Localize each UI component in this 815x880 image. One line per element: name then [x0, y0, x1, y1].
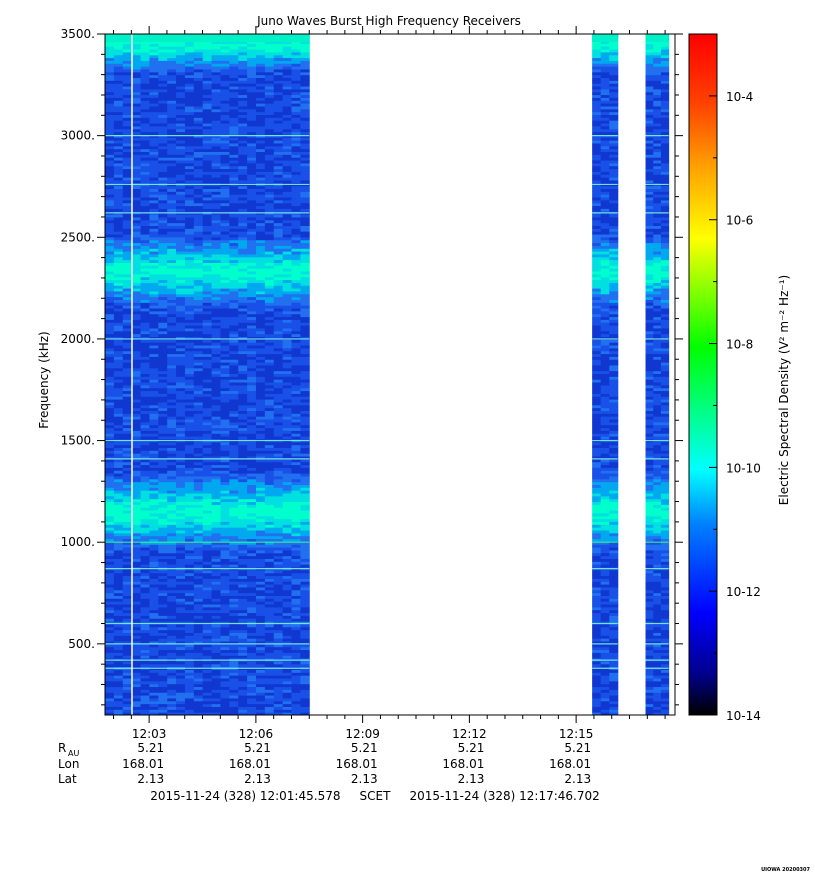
y-tick-label: 3000.	[61, 129, 95, 143]
data-segment	[592, 34, 619, 716]
plot-frame	[104, 33, 676, 716]
colorbar-tick-label: 10-12	[726, 585, 761, 599]
ephemeris-row-label: Lon	[58, 757, 79, 771]
footer-stamp: UIOWA 20200307	[761, 867, 810, 873]
ephemeris-value: 2.13	[458, 772, 485, 786]
colorbar-tick-label: 10-8	[726, 338, 753, 352]
colorbar-gradient	[688, 33, 718, 716]
top-band	[105, 34, 310, 42]
x-tick-label: 12:15	[559, 727, 594, 741]
ephemeris-value: 2.13	[564, 772, 591, 786]
time-range: 2015-11-24 (328) 12:01:45.578 SCET 2015-…	[150, 789, 600, 803]
colorbar-tick-label: 10-4	[726, 90, 753, 104]
ephemeris-value: 2.13	[244, 772, 271, 786]
x-tick-label: 12:03	[132, 727, 167, 741]
x-tick-label: 12:12	[452, 727, 487, 741]
ephemeris-table: R AU 5.21 5.21 5.21 5.21 5.21 Lon 168.01 168.01 16…	[58, 741, 591, 786]
colorbar-label: Electric Spectral Density (V² m⁻² Hz⁻¹)	[777, 275, 791, 505]
x-tick-label: 12:09	[345, 727, 380, 741]
ephemeris-row-label: Lat	[58, 772, 77, 786]
colorbar-ticks: 10-4 10-6 10-8 10-10 10-12 10-14	[709, 33, 761, 723]
colorbar-tick-label: 10-14	[726, 709, 761, 723]
top-band	[592, 34, 618, 42]
colorbar-tick-label: 10-10	[726, 461, 761, 475]
ephemeris-value: 5.21	[564, 741, 591, 755]
top-band	[645, 34, 669, 42]
y-tick-label: 1000.	[61, 535, 95, 549]
ephemeris-value: 5.21	[351, 741, 378, 755]
ephemeris-value: 168.01	[122, 757, 164, 771]
y-tick-label: 2500.	[61, 230, 95, 244]
y-tick-label: 2000.	[61, 332, 95, 346]
ephemeris-value: 5.21	[458, 741, 485, 755]
y-tick-label: 500.	[68, 637, 95, 651]
ephemeris-row-label: R	[58, 741, 66, 755]
x-tick-label: 12:06	[239, 727, 274, 741]
spectrogram-data	[105, 34, 670, 716]
ephemeris-row-sublabel: AU	[68, 749, 79, 758]
ephemeris-value: 5.21	[244, 741, 271, 755]
data-segment	[105, 34, 310, 716]
ephemeris-value: 168.01	[549, 757, 591, 771]
y-axis: 3500. 3000. 2500. 2000. 1500. 1000. 500.	[61, 27, 683, 706]
ephemeris-value: 2.13	[351, 772, 378, 786]
y-tick-label: 1500.	[61, 434, 95, 448]
x-axis: 12:03 12:06 12:09 12:12 12:15	[113, 26, 666, 741]
ephemeris-value: 168.01	[229, 757, 271, 771]
ephemeris-value: 168.01	[336, 757, 378, 771]
data-segment	[645, 34, 670, 716]
y-axis-label: Frequency (kHz)	[37, 331, 51, 428]
ephemeris-value: 168.01	[442, 757, 484, 771]
colorbar: 10-4 10-6 10-8 10-10 10-12 10-14 Electric Spe…	[688, 33, 791, 723]
ephemeris-value: 5.21	[137, 741, 164, 755]
chart-title: Juno Waves Burst High Frequency Receiver…	[256, 14, 521, 28]
colorbar-tick-label: 10-6	[726, 214, 753, 228]
ephemeris-value: 2.13	[137, 772, 164, 786]
plot-area: 3500. 3000. 2500. 2000. 1500. 1000. 500. 12:03…	[61, 26, 683, 741]
y-tick-label: 3500.	[61, 27, 95, 41]
